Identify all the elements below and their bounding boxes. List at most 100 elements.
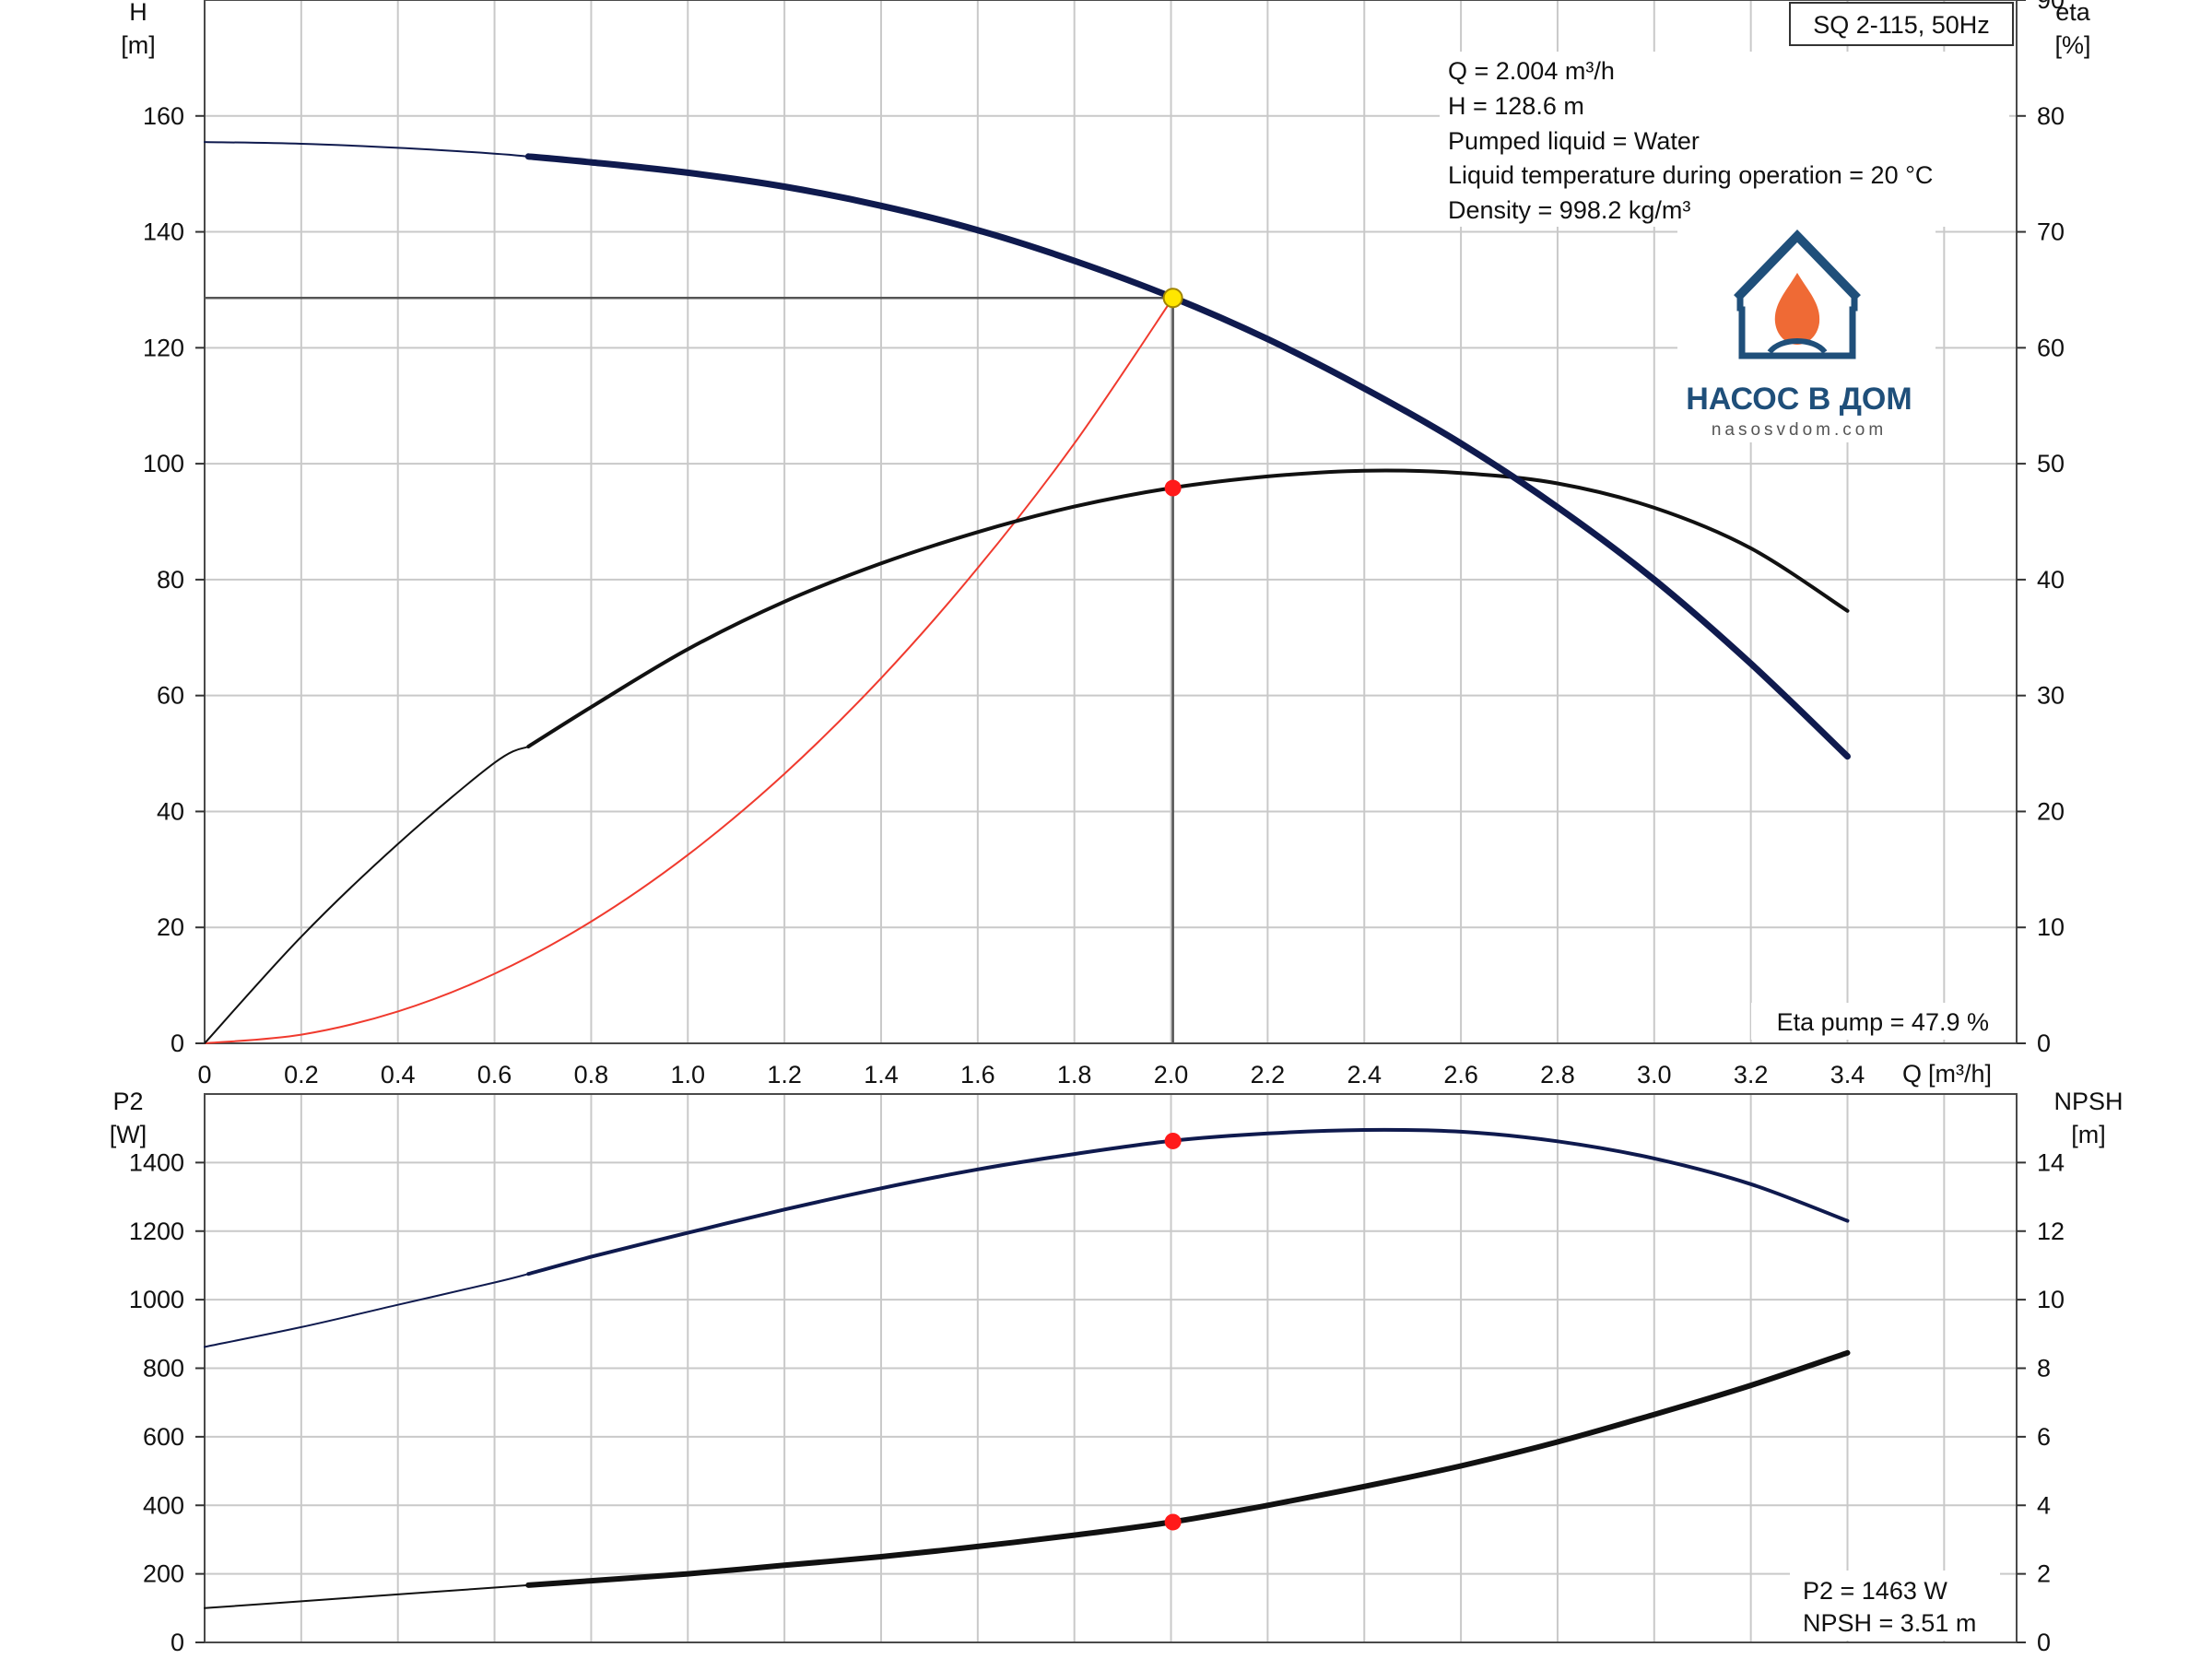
eta-point-marker (1164, 479, 1182, 497)
p2-npsh-note-background (1790, 1571, 2000, 1641)
eta-note-background (1751, 1003, 1998, 1040)
top-left-tick-label: 20 (157, 913, 184, 941)
logo: НАСОС В ДОМ nasosvdom.com (1677, 221, 1936, 442)
h-curve-thin-segment (204, 141, 530, 158)
top-right-tick-label: 80 (2037, 102, 2065, 130)
bottom-right-tick-label: 14 (2037, 1148, 2065, 1176)
info-line-liquid: Pumped liquid = Water (1448, 127, 1700, 155)
npsh-axis-name: NPSH (2053, 1088, 2123, 1115)
x-tick-label: 0.8 (574, 1061, 609, 1088)
bottom-right-tick-label: 4 (2037, 1491, 2051, 1519)
p2-axis-name: P2 (112, 1088, 143, 1115)
x-tick-label: 0.2 (284, 1061, 319, 1088)
info-line-q: Q = 2.004 m³/h (1448, 57, 1615, 85)
info-line-temperature: Liquid temperature during operation = 20… (1448, 161, 1933, 189)
x-tick-label: 1.4 (864, 1061, 899, 1088)
marker-layer (1162, 288, 1183, 1531)
x-tick-label: 2.8 (1540, 1061, 1575, 1088)
p2-curve (526, 1127, 1850, 1277)
flame-icon (1774, 273, 1820, 345)
eta-axis-unit: [%] (2054, 31, 2090, 59)
top-right-tick-label: 30 (2037, 682, 2065, 710)
flame-wave-icon (1767, 338, 1828, 355)
x-tick-label: 1.6 (960, 1061, 995, 1088)
top-left-tick-label: 40 (157, 797, 184, 825)
duty-guide-lines (205, 296, 1174, 1043)
top-left-tick-label: 120 (143, 334, 184, 361)
q-axis-unit: [m³/h] (1928, 1060, 1992, 1088)
h-curve (524, 153, 1851, 760)
p2-axis-unit: [W] (110, 1121, 147, 1148)
x-tick-label: 1.8 (1057, 1061, 1092, 1088)
bottom-left-tick-label: 400 (143, 1491, 184, 1519)
info-line-density: Density = 998.2 kg/m³ (1448, 196, 1690, 224)
x-tick-label: 2.4 (1347, 1061, 1382, 1088)
top-left-tick-label: 160 (143, 102, 184, 130)
bottom-left-tick-label: 600 (143, 1423, 184, 1451)
q-axis-name: Q (1902, 1060, 1922, 1088)
top-left-tick-label: 100 (143, 450, 184, 477)
eta-axis-name: eta (2055, 0, 2091, 26)
h-axis-name: H (129, 0, 147, 26)
x-tick-label: 1.0 (670, 1061, 705, 1088)
x-tick-label: 2.0 (1154, 1061, 1189, 1088)
eta-curve-thin-segment (204, 746, 530, 1044)
npsh-curve-thin-segment (204, 1583, 530, 1609)
bottom-right-tick-label: 6 (2037, 1423, 2051, 1451)
title-box (1789, 2, 2014, 46)
x-tick-label: 3.2 (1734, 1061, 1769, 1088)
top-right-tick-label: 50 (2037, 450, 2065, 477)
bottom-left-tick-label: 1200 (129, 1218, 184, 1245)
p2-point-marker (1164, 1132, 1182, 1149)
npsh-note: NPSH = 3.51 m (1803, 1609, 1976, 1637)
x-tick-label: 0 (197, 1061, 211, 1088)
npsh-point-marker (1164, 1513, 1182, 1531)
x-tick-label: 0.6 (477, 1061, 512, 1088)
top-right-tick-label: 10 (2037, 913, 2065, 941)
bottom-right-tick-label: 12 (2037, 1218, 2065, 1245)
bottom-left-tick-label: 800 (143, 1355, 184, 1382)
eta-pump-note: Eta pump = 47.9 % (1777, 1008, 1989, 1036)
bottom-left-tick-label: 1000 (129, 1286, 184, 1313)
top-left-tick-label: 140 (143, 218, 184, 246)
bottom-right-tick-label: 2 (2037, 1560, 2051, 1588)
bottom-left-tick-label: 0 (171, 1629, 184, 1656)
x-tick-label: 1.2 (767, 1061, 802, 1088)
top-right-tick-label: 20 (2037, 797, 2065, 825)
top-plot-frame (204, 0, 2018, 1044)
house-icon (1734, 229, 1861, 359)
bottom-left-tick-label: 200 (143, 1560, 184, 1588)
top-right-tick-label: 70 (2037, 218, 2065, 246)
logo-name: НАСОС В ДОМ (1686, 382, 1912, 417)
x-tick-label: 3.4 (1830, 1061, 1865, 1088)
bottom-right-tick-label: 8 (2037, 1355, 2051, 1382)
info-background (1440, 52, 2009, 227)
info-line-h: H = 128.6 m (1448, 92, 1584, 120)
top-right-tick-label: 90 (2037, 0, 2065, 14)
p2-curve-thin-segment (204, 1273, 530, 1348)
top-left-tick-label: 80 (157, 566, 184, 594)
top-right-tick-label: 0 (2037, 1030, 2051, 1057)
x-tick-label: 2.2 (1251, 1061, 1286, 1088)
eta-curve (526, 468, 1850, 748)
system-curve (204, 297, 1174, 1044)
npsh-axis-unit: [m] (2071, 1121, 2106, 1148)
model-title: SQ 2-115, 50Hz (1813, 11, 1990, 39)
series-layer (204, 141, 1851, 1609)
duty-point-marker (1162, 288, 1183, 309)
top-right-tick-label: 60 (2037, 334, 2065, 361)
top-left-tick-label: 0 (171, 1030, 184, 1057)
npsh-curve (525, 1349, 1851, 1588)
tick-layer: 0204060801001201401600102030405060708090… (129, 0, 2065, 1656)
bottom-right-tick-label: 0 (2037, 1629, 2051, 1656)
top-right-tick-label: 40 (2037, 566, 2065, 594)
bottom-right-tick-label: 10 (2037, 1286, 2065, 1313)
bottom-left-tick-label: 1400 (129, 1148, 184, 1176)
x-tick-label: 0.4 (381, 1061, 416, 1088)
p2-note: P2 = 1463 W (1803, 1577, 1947, 1605)
x-tick-label: 3.0 (1637, 1061, 1672, 1088)
top-left-tick-label: 60 (157, 682, 184, 710)
x-tick-label: 2.6 (1443, 1061, 1478, 1088)
logo-url: nasosvdom.com (1712, 420, 1887, 440)
